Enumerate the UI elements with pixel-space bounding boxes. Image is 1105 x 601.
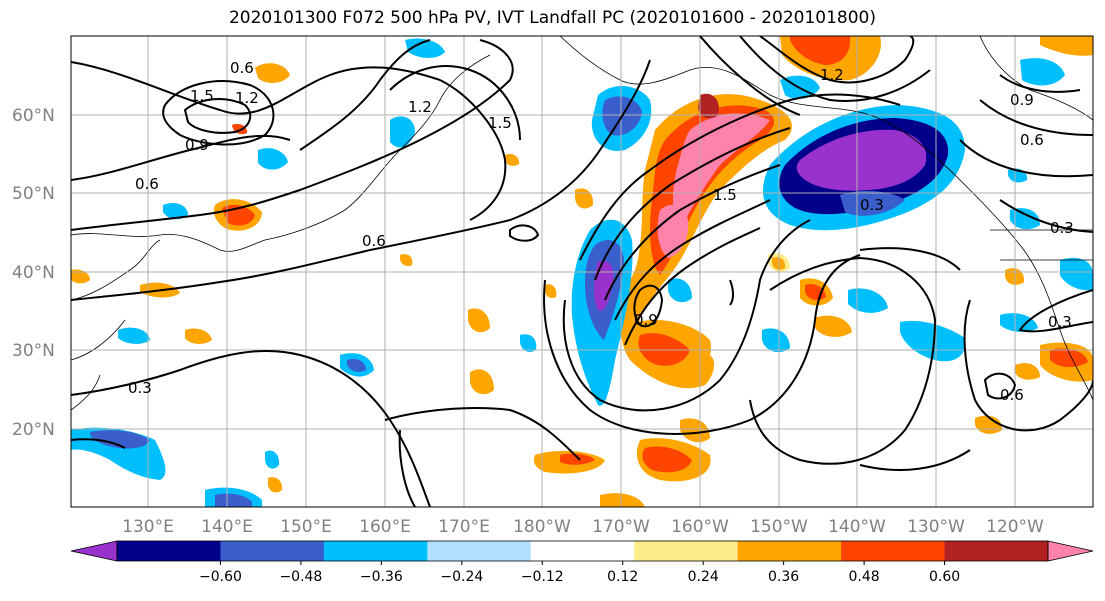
colorbar-segment (634, 541, 739, 561)
map-title: 2020101300 F072 500 hPa PV, IVT Landfall… (228, 8, 876, 28)
contour-label: 0.6 (230, 59, 254, 77)
colorbar (70, 540, 1094, 562)
lon-label: 150°W (750, 517, 808, 537)
colorbar-segment (427, 541, 532, 561)
colorbar-segment (530, 541, 635, 561)
contour-label: 0.9 (634, 311, 658, 329)
lon-label: 130°W (907, 517, 965, 537)
colorbar-extend-max (1047, 540, 1094, 562)
lat-label: 60°N (12, 106, 55, 126)
colorbar-segment (220, 541, 325, 561)
colorbar-tick-label: −0.12 (521, 569, 564, 585)
lon-label: 130°E (122, 517, 174, 537)
colorbar-tick-label: 0.60 (929, 569, 960, 585)
lon-label: 150°E (280, 517, 332, 537)
lat-label: 50°N (12, 184, 55, 204)
contour-label: 0.3 (1050, 219, 1074, 237)
contour-label: 0.6 (1020, 131, 1044, 149)
lon-label: 140°E (201, 517, 253, 537)
lon-label: 140°W (828, 517, 886, 537)
colorbar-tick-label: 0.24 (688, 569, 719, 585)
lon-label: 170°E (438, 517, 490, 537)
colorbar-extend-min (70, 540, 118, 562)
lon-label: 160°E (359, 517, 411, 537)
lon-label: 160°W (671, 517, 729, 537)
contour-label: 1.5 (488, 114, 512, 132)
latitude-labels: 20°N 30°N 40°N 50°N 60°N (12, 106, 55, 440)
pv-contours (71, 36, 1093, 507)
contour-label: 1.2 (235, 89, 259, 107)
colorbar-tick-label: 0.48 (849, 569, 880, 585)
colorbar-segment (944, 541, 1049, 561)
contour-label: 1.5 (190, 87, 214, 105)
contour-label: 0.9 (1010, 91, 1034, 109)
contour-label: 0.3 (1048, 313, 1072, 331)
contour-label: 1.5 (713, 186, 737, 204)
lon-label: 180°W (513, 517, 571, 537)
map-content: 1.5 1.2 0.6 0.9 0.6 1.5 0.3 1.2 1.5 0.9 … (71, 36, 1093, 507)
lon-label: 170°W (592, 517, 650, 537)
lon-label: 120°W (986, 517, 1044, 537)
lat-label: 30°N (12, 341, 55, 361)
contour-label: 1.2 (820, 66, 844, 84)
colorbar-tick-label: −0.24 (440, 569, 483, 585)
contour-label: 0.3 (128, 379, 152, 397)
colorbar-frame (116, 540, 1049, 562)
longitude-labels: 130°E 140°E 150°E 160°E 170°E 180°W 170°… (122, 517, 1044, 537)
lat-label: 40°N (12, 263, 55, 283)
colorbar-tick-label: −0.48 (279, 569, 322, 585)
colorbar-segment (841, 541, 946, 561)
colorbar-tick-label: −0.36 (360, 569, 403, 585)
lat-label: 20°N (12, 420, 55, 440)
contour-label: 0.6 (1000, 386, 1024, 404)
colorbar-tick-label: −0.60 (199, 569, 242, 585)
colorbar-ticks: −0.60 −0.48 −0.36 −0.24 −0.12 0.12 0.24 0.36 0.4… (199, 561, 960, 585)
contour-label: 0.6 (362, 232, 386, 250)
colorbar-segment (323, 541, 428, 561)
contour-label: 1.2 (408, 98, 432, 116)
colorbar-tick-label: 0.12 (607, 569, 638, 585)
contour-label: 0.3 (860, 196, 884, 214)
map-frame (70, 35, 1094, 508)
contour-label: 0.9 (185, 136, 209, 154)
colorbar-tick-label: 0.36 (768, 569, 799, 585)
colorbar-segment (117, 541, 221, 561)
contour-label: 0.6 (135, 175, 159, 193)
graticule (71, 36, 1093, 507)
contour-labels: 1.5 1.2 0.6 0.9 0.6 1.5 0.3 1.2 1.5 0.9 … (128, 59, 1074, 404)
colorbar-segment (737, 541, 842, 561)
